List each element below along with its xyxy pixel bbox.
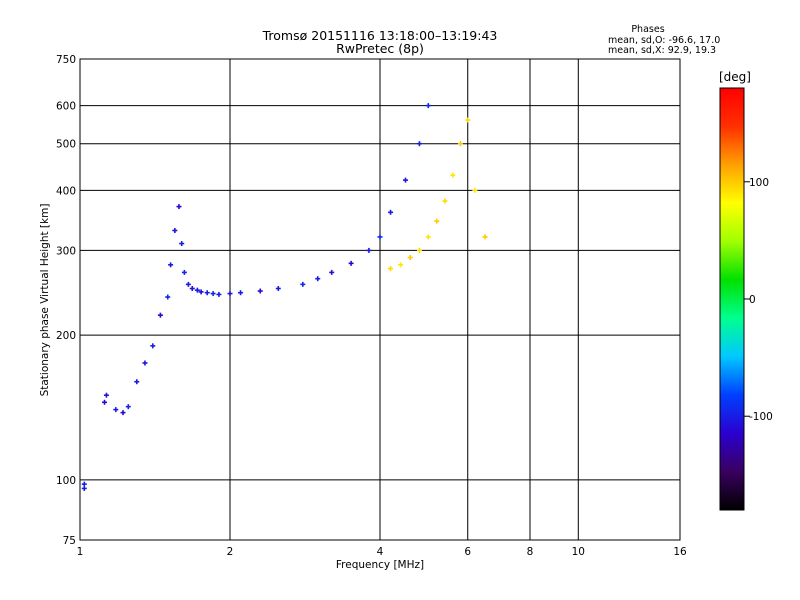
x-axis-label: Frequency [MHz] <box>336 559 424 571</box>
y-tick-label: 100 <box>56 475 76 487</box>
data-point <box>157 312 163 318</box>
data-point <box>125 404 131 410</box>
x-tick-label: 2 <box>227 546 234 558</box>
data-point <box>442 198 448 204</box>
colorbar-label: [deg] <box>719 70 751 84</box>
data-point <box>227 291 233 297</box>
grid-lines <box>80 59 680 540</box>
data-point <box>150 343 156 349</box>
data-point <box>457 141 463 147</box>
y-tick-label: 200 <box>56 330 76 342</box>
stats-o-line: mean, sd,O: -96.6, 17.0 <box>608 35 720 46</box>
data-point <box>189 285 195 291</box>
y-tick-label: 500 <box>56 139 76 151</box>
data-point <box>388 266 394 272</box>
colorbar-tick-label: 100 <box>749 177 769 189</box>
data-point <box>185 281 191 287</box>
data-point <box>366 247 372 253</box>
chart-title: Tromsø 20151116 13:18:00–13:19:43 <box>262 28 498 43</box>
data-point <box>472 187 478 193</box>
data-point <box>377 234 383 240</box>
y-tick-label: 600 <box>56 101 76 113</box>
stats-heading: Phases <box>631 24 664 35</box>
data-point <box>142 360 148 366</box>
x-tick-label: 1 <box>77 546 84 558</box>
data-point <box>81 481 87 487</box>
colorbar-ticks: 100 0 -100 <box>744 177 773 423</box>
data-point <box>194 287 200 293</box>
data-point <box>315 276 321 282</box>
x-tick-label: 16 <box>673 546 687 558</box>
colorbar-tick-label: -100 <box>749 411 773 423</box>
data-point <box>398 262 404 268</box>
data-point <box>113 407 119 413</box>
data-point <box>165 294 171 300</box>
colorbar: [deg] 100 0 -100 <box>719 70 773 511</box>
x-tick-label: 6 <box>464 546 471 558</box>
data-point <box>465 117 471 123</box>
data-point <box>134 379 140 385</box>
data-point <box>329 269 335 275</box>
data-point <box>204 290 210 296</box>
y-tick-label: 300 <box>56 245 76 257</box>
data-point <box>102 399 108 405</box>
x-tick-label: 4 <box>377 546 384 558</box>
data-point <box>275 285 281 291</box>
y-tick-label: 75 <box>63 535 76 547</box>
data-point <box>348 260 354 266</box>
data-point <box>425 103 431 109</box>
scatter-points <box>81 103 488 491</box>
data-point <box>300 281 306 287</box>
data-point <box>210 291 216 297</box>
data-point <box>450 172 456 178</box>
data-point <box>103 392 109 398</box>
y-tick-labels: 75 100 200 300 400 500 600 750 <box>56 54 76 547</box>
data-point <box>482 234 488 240</box>
data-point <box>120 410 126 416</box>
data-point <box>176 204 182 210</box>
data-point <box>257 288 263 294</box>
data-point <box>172 227 178 233</box>
data-point <box>238 290 244 296</box>
chart-subtitle: RwPretec (8p) <box>336 41 424 56</box>
data-point <box>388 209 394 215</box>
y-tick-label: 750 <box>56 54 76 66</box>
x-tick-labels: 1 2 4 6 8 10 16 <box>77 546 687 558</box>
colorbar-gradient <box>719 87 745 511</box>
data-point <box>179 241 185 247</box>
stats-x-line: mean, sd,X: 92.9, 19.3 <box>608 45 716 56</box>
y-tick-label: 400 <box>56 185 76 197</box>
data-point <box>416 141 422 147</box>
data-point <box>168 262 174 268</box>
colorbar-tick-label: 0 <box>749 294 756 306</box>
data-point <box>402 177 408 183</box>
data-point <box>81 485 87 491</box>
data-point <box>198 289 204 295</box>
data-point <box>407 254 413 260</box>
x-tick-label: 10 <box>572 546 585 558</box>
data-point <box>425 234 431 240</box>
data-point <box>216 291 222 297</box>
y-axis-label: Stationary phase Virtual Height [km] <box>39 204 51 397</box>
data-point <box>416 247 422 253</box>
data-point <box>181 269 187 275</box>
x-tick-label: 8 <box>527 546 534 558</box>
data-point <box>434 218 440 224</box>
